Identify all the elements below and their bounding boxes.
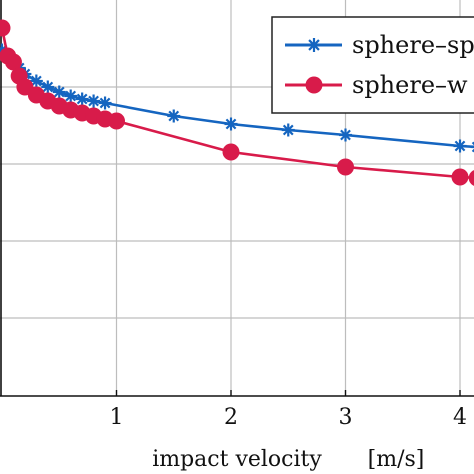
series-2-point-13 bbox=[222, 143, 240, 161]
legend-box bbox=[271, 16, 474, 114]
series-2-point-16 bbox=[468, 170, 474, 186]
x-tick-label-1: 1 bbox=[110, 405, 124, 430]
series-2-point-2 bbox=[4, 53, 22, 71]
series-1-point-7 bbox=[52, 85, 66, 99]
x-tick-label-4: 4 bbox=[453, 405, 467, 430]
x-axis-label: impact velocity bbox=[152, 447, 322, 472]
x-tick-labels: 1 2 3 4 bbox=[110, 405, 468, 430]
series-1-point-5 bbox=[29, 74, 43, 88]
series-1-point-15 bbox=[339, 128, 352, 142]
series-1-point-12 bbox=[167, 109, 181, 123]
series-2-point-0 bbox=[0, 19, 11, 37]
series-1-point-16 bbox=[453, 139, 467, 153]
series-layer bbox=[0, 19, 474, 186]
series-1-point-13 bbox=[224, 117, 238, 131]
series-2-point-15 bbox=[451, 168, 469, 186]
legend-label-series-2: sphere–w bbox=[352, 71, 468, 99]
plot-frame bbox=[0, 0, 474, 397]
series-1-point-10 bbox=[87, 94, 101, 108]
legend: sphere–sp sphere–w bbox=[271, 16, 474, 114]
series-1-point-9 bbox=[75, 92, 89, 106]
legend-marker-series-1 bbox=[307, 38, 321, 52]
series-1-point-14 bbox=[281, 123, 295, 137]
legend-asterisk-icon bbox=[307, 38, 321, 52]
series-1-point-6 bbox=[41, 80, 55, 94]
x-tick-label-3: 3 bbox=[339, 405, 353, 430]
series-1-point-17 bbox=[470, 141, 474, 153]
x-axis-unit: [m/s] bbox=[368, 447, 425, 472]
series-1-point-11 bbox=[98, 96, 112, 110]
series-2-point-14 bbox=[337, 158, 354, 176]
series-1-point-8 bbox=[64, 89, 78, 103]
legend-marker-series-2 bbox=[305, 76, 323, 94]
legend-label-series-1: sphere–sp bbox=[352, 31, 474, 59]
x-tick-label-2: 2 bbox=[224, 405, 238, 430]
series-2-point-12 bbox=[108, 112, 125, 130]
